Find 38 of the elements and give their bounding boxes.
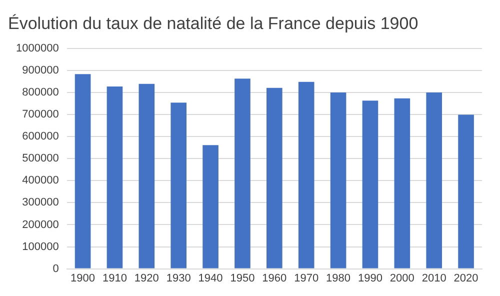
y-tick-label: 300000 (22, 196, 59, 209)
y-tick-label: 100000 (22, 240, 59, 253)
y-tick-label: 500000 (22, 152, 59, 165)
x-tick-label: 1990 (358, 272, 382, 284)
bar (426, 92, 442, 268)
bar (106, 86, 123, 268)
x-tick-label: 2010 (422, 272, 446, 284)
x-tick-label: 1950 (230, 272, 255, 284)
y-tick-label: 800000 (22, 86, 59, 99)
x-tick-label: 1960 (262, 272, 287, 284)
bar (170, 102, 187, 268)
bar (202, 145, 218, 268)
y-tick-label: 200000 (22, 218, 59, 231)
x-tick-label: 1900 (70, 272, 96, 284)
y-tick-label: 1000000 (16, 42, 59, 54)
x-tick-label: 1970 (294, 272, 319, 284)
bar (330, 92, 346, 268)
y-tick-label: 600000 (22, 130, 59, 143)
y-tick-label: 400000 (22, 174, 59, 187)
x-tick-label: 1920 (134, 272, 159, 284)
bar (458, 114, 474, 268)
y-tick-label: 900000 (22, 64, 59, 76)
bar (266, 88, 282, 268)
bar (234, 78, 250, 268)
chart-title: Évolution du taux de natalité de la France depuis 1900 (8, 14, 418, 33)
bar (298, 82, 314, 268)
x-tick-label: 1940 (198, 272, 223, 284)
y-tick-label: 700000 (22, 108, 59, 121)
bar (362, 100, 378, 268)
x-tick-label: 1910 (102, 272, 127, 284)
x-tick-label: 2000 (390, 272, 414, 284)
x-tick-label: 2020 (454, 272, 478, 284)
x-tick-label: 1930 (166, 272, 191, 284)
bar (138, 84, 155, 268)
bar (394, 98, 410, 268)
x-tick-label: 1980 (326, 272, 351, 284)
y-tick-label: 0 (52, 262, 59, 275)
bar (74, 74, 91, 268)
